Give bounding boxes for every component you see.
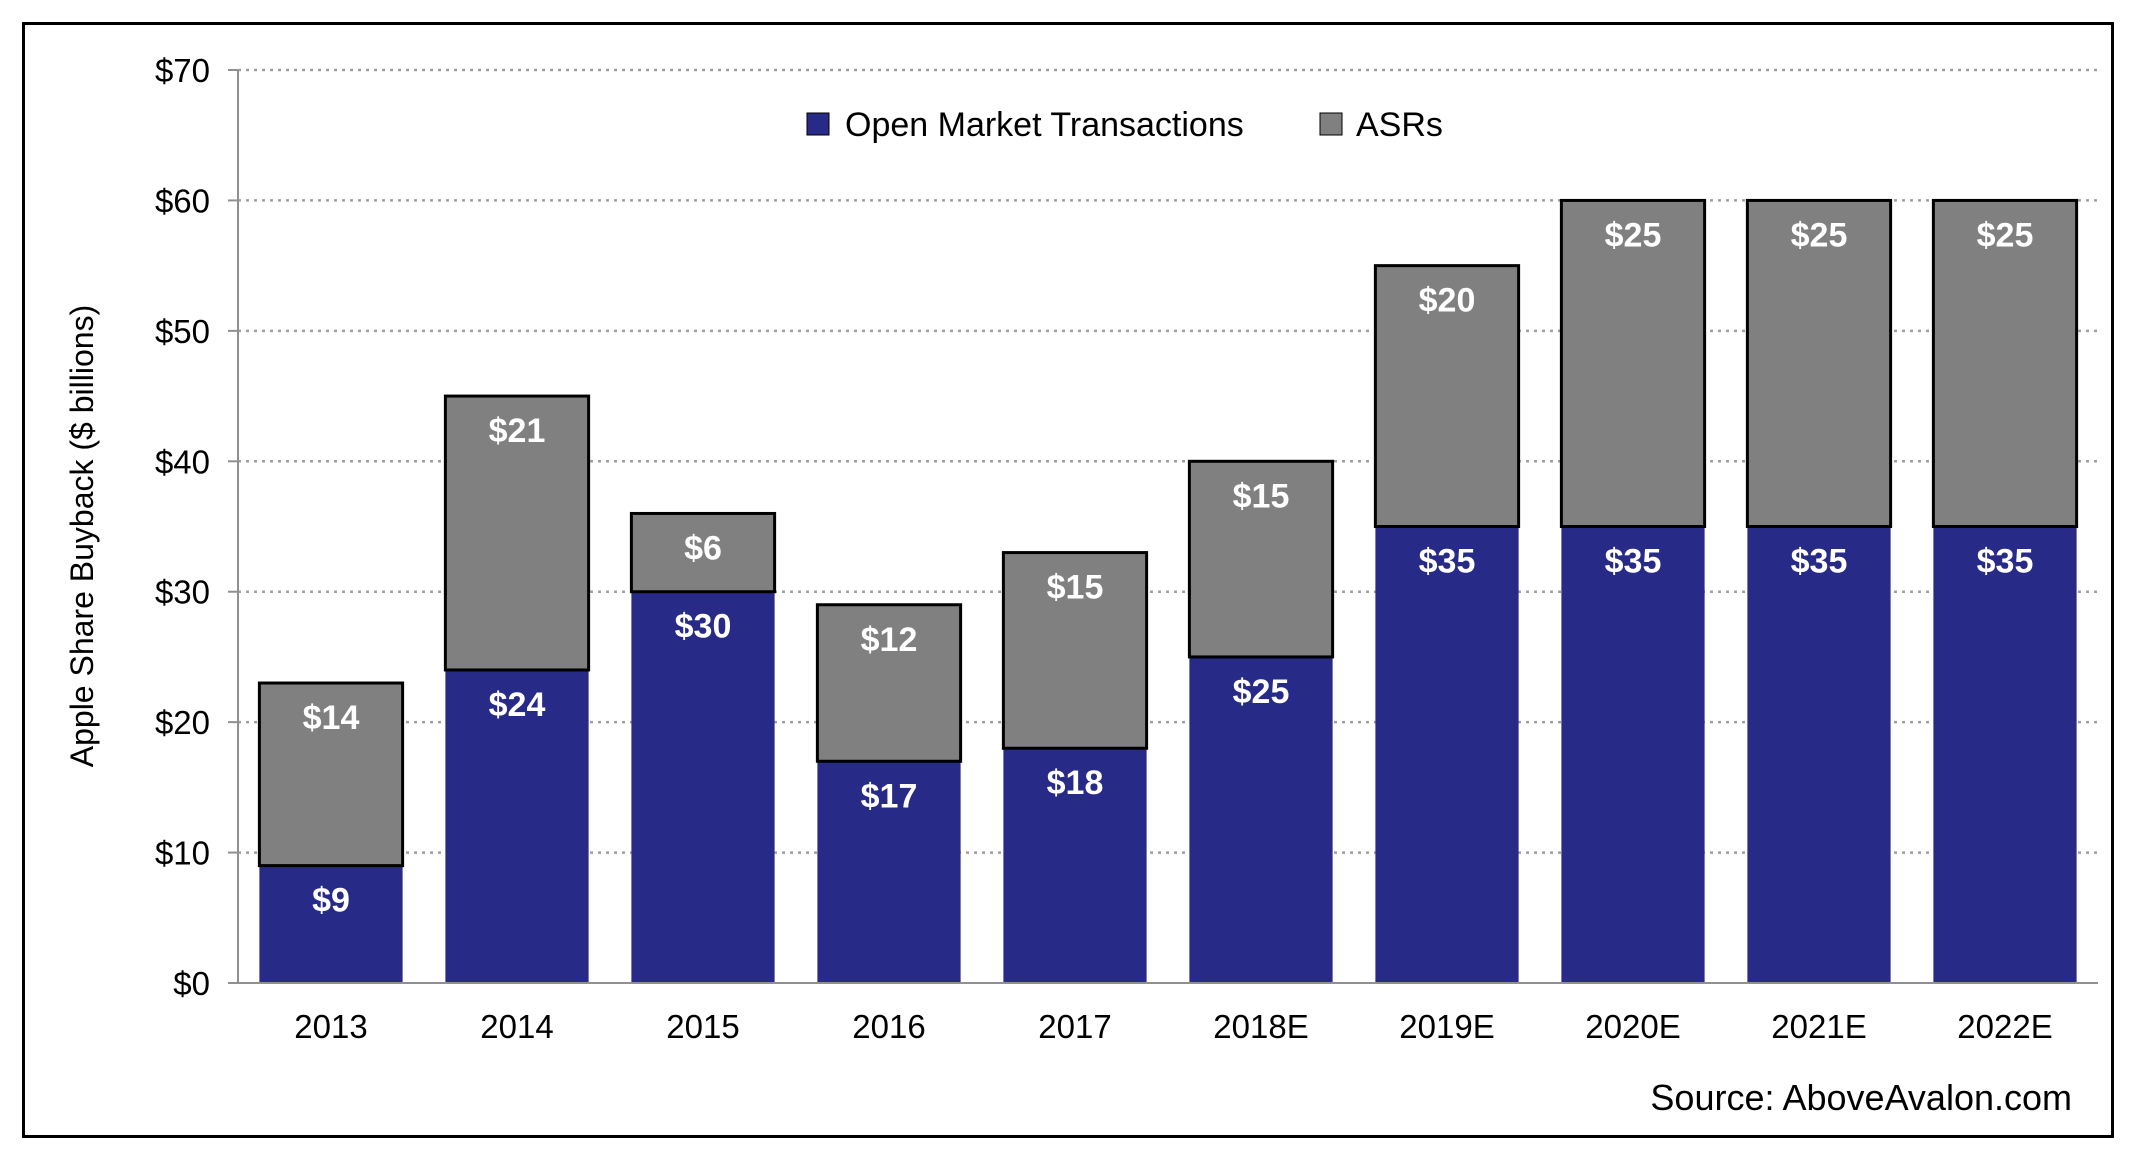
data-label-open-market-2016: $17 <box>861 777 918 815</box>
data-label-asrs-2014: $21 <box>489 412 546 450</box>
data-label-asrs-2020E: $25 <box>1605 216 1662 254</box>
bars <box>257 198 2079 983</box>
data-label-open-market-2019E: $35 <box>1419 543 1476 581</box>
data-label-asrs-2013: $14 <box>303 699 360 737</box>
bar-asrs-2015 <box>629 511 777 594</box>
y-tick-label: $0 <box>173 965 210 1002</box>
bar-open-market-2014 <box>445 669 589 983</box>
y-tick-label: $10 <box>155 835 210 872</box>
x-tick-label: 2021E <box>1771 1008 1866 1045</box>
y-tick-label: $70 <box>155 52 210 89</box>
data-label-open-market-2018E: $25 <box>1233 673 1290 711</box>
x-tick-label: 2014 <box>480 1008 553 1045</box>
bar-open-market-2018E <box>1189 656 1333 983</box>
data-label-asrs-2016: $12 <box>861 621 918 659</box>
x-tick-label: 2017 <box>1038 1008 1111 1045</box>
data-label-asrs-2017: $15 <box>1047 569 1104 607</box>
data-label-asrs-2019E: $20 <box>1419 282 1476 320</box>
bar-open-market-2015 <box>631 591 775 983</box>
data-label-open-market-2015: $30 <box>675 608 732 646</box>
y-tick-label: $20 <box>155 704 210 741</box>
y-tick-label: $60 <box>155 182 210 219</box>
data-label-asrs-2015: $6 <box>684 529 722 567</box>
legend-label-asrs: ASRs <box>1356 106 1443 144</box>
data-label-asrs-2021E: $25 <box>1791 216 1848 254</box>
data-label-open-market-2013: $9 <box>312 882 350 920</box>
bar-open-market-2017 <box>1003 748 1147 983</box>
bar-asrs-2014 <box>443 394 591 672</box>
gridlines <box>238 68 2098 854</box>
data-label-open-market-2022E: $35 <box>1977 543 2034 581</box>
data-labels: $9 $14 $24 $21 $30 $6 $17 $12 $18 $15 $25 $15 $35 $20… <box>303 216 2034 919</box>
bar-asrs-2016 <box>815 603 963 763</box>
legend: Open Market Transactions ASRs <box>806 106 1443 144</box>
x-tick-label: 2020E <box>1585 1008 1680 1045</box>
bar-open-market-2020E <box>1561 526 1705 983</box>
bar-open-market-2019E <box>1375 526 1519 983</box>
bar-open-market-2013 <box>259 865 403 983</box>
x-tick-label: 2022E <box>1957 1008 2052 1045</box>
legend-swatch-asrs <box>1319 112 1343 136</box>
bar-asrs-2019E <box>1373 264 1521 528</box>
bar-asrs-2022E <box>1931 198 2079 529</box>
x-tick-label: 2016 <box>852 1008 925 1045</box>
bar-open-market-2016 <box>817 761 961 983</box>
axes: $0 $10 $20 $30 $40 $50 $60 $70 2013 2014 2015 2016 2… <box>155 52 2098 1045</box>
y-axis-title: Apple Share Buyback ($ billions) <box>64 305 100 767</box>
x-tick-label: 2019E <box>1399 1008 1494 1045</box>
bar-asrs-2020E <box>1559 198 1707 529</box>
x-tick-label: 2015 <box>666 1008 739 1045</box>
data-label-open-market-2014: $24 <box>489 686 546 724</box>
bar-asrs-2017 <box>1001 551 1149 750</box>
legend-label-open-market: Open Market Transactions <box>845 106 1244 144</box>
data-label-asrs-2022E: $25 <box>1977 216 2034 254</box>
data-label-open-market-2017: $18 <box>1047 764 1104 802</box>
source-note: Source: AboveAvalon.com <box>1650 1077 2072 1118</box>
bar-asrs-2018E <box>1187 459 1335 659</box>
data-label-open-market-2020E: $35 <box>1605 543 1662 581</box>
x-tick-label: 2018E <box>1213 1008 1308 1045</box>
y-tick-label: $50 <box>155 313 210 350</box>
data-label-asrs-2018E: $15 <box>1233 477 1290 515</box>
data-label-open-market-2021E: $35 <box>1791 543 1848 581</box>
y-tick-label: $30 <box>155 574 210 611</box>
bar-open-market-2022E <box>1933 526 2077 983</box>
y-tick-label: $40 <box>155 443 210 480</box>
bar-open-market-2021E <box>1747 526 1891 983</box>
legend-swatch-open-market <box>806 112 830 136</box>
x-tick-label: 2013 <box>294 1008 367 1045</box>
bar-asrs-2021E <box>1745 198 1893 529</box>
bar-asrs-2013 <box>257 681 405 868</box>
